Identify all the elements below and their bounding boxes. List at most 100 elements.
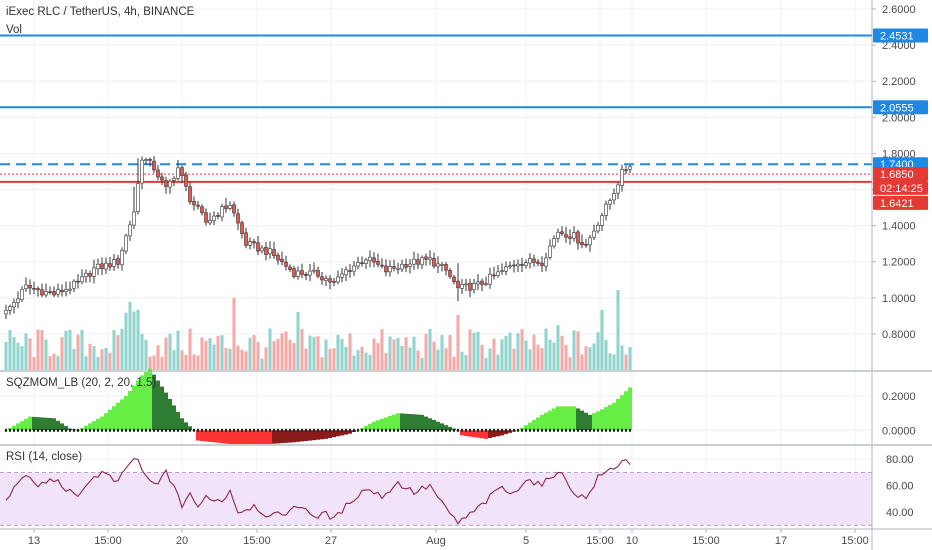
candle[interactable] (140, 156, 144, 190)
candle[interactable] (52, 286, 56, 298)
candle[interactable] (472, 278, 476, 294)
candle[interactable] (404, 258, 408, 273)
candle[interactable] (116, 254, 120, 269)
candle[interactable] (416, 253, 420, 269)
candle[interactable] (28, 279, 32, 295)
candle[interactable] (336, 270, 340, 285)
candle[interactable] (628, 164, 632, 174)
candle[interactable] (572, 226, 576, 242)
candle[interactable] (448, 268, 452, 279)
candle[interactable] (492, 266, 496, 280)
candle[interactable] (424, 253, 428, 266)
candle[interactable] (204, 208, 208, 226)
candle[interactable] (500, 263, 504, 275)
candle[interactable] (296, 266, 300, 280)
candle[interactable] (220, 203, 224, 222)
candle[interactable] (176, 159, 180, 181)
candle[interactable] (216, 212, 220, 220)
candle[interactable] (20, 286, 24, 303)
candle[interactable] (32, 281, 36, 295)
candle[interactable] (352, 260, 356, 277)
candle[interactable] (392, 259, 396, 272)
candle[interactable] (132, 186, 136, 230)
candle[interactable] (128, 220, 132, 241)
candle[interactable] (420, 255, 424, 269)
candle[interactable] (228, 201, 232, 211)
candle[interactable] (344, 266, 348, 282)
candle[interactable] (268, 241, 272, 259)
candle[interactable] (280, 251, 284, 266)
candle[interactable] (72, 279, 76, 293)
candle[interactable] (312, 262, 316, 274)
candle[interactable] (368, 250, 372, 268)
candle[interactable] (616, 181, 620, 200)
candle[interactable] (508, 261, 512, 270)
candle[interactable] (256, 236, 260, 256)
candle[interactable] (356, 256, 360, 270)
candle[interactable] (380, 258, 384, 269)
candle[interactable] (316, 266, 320, 279)
candle[interactable] (444, 261, 448, 276)
candle[interactable] (152, 155, 156, 174)
candle[interactable] (184, 171, 188, 192)
candle[interactable] (60, 284, 64, 297)
candle[interactable] (604, 200, 608, 221)
candle[interactable] (36, 286, 40, 297)
candle[interactable] (48, 286, 52, 295)
candle[interactable] (292, 265, 296, 279)
candle[interactable] (412, 251, 416, 270)
candle[interactable] (576, 229, 580, 250)
candle[interactable] (196, 201, 200, 210)
candle[interactable] (308, 264, 312, 282)
candle[interactable] (96, 258, 100, 275)
candle[interactable] (372, 252, 376, 268)
candle[interactable] (200, 204, 204, 216)
candle[interactable] (164, 176, 168, 194)
candle[interactable] (432, 252, 436, 269)
candle[interactable] (188, 181, 192, 205)
candle[interactable] (208, 212, 212, 226)
candle[interactable] (340, 267, 344, 283)
candle[interactable] (440, 262, 444, 272)
time-axis[interactable]: 13 15:00 20 15:00 27 Aug 5 15:00 10 15:00 17 15:00 (28, 529, 869, 547)
candle[interactable] (104, 257, 108, 275)
candle[interactable] (144, 157, 148, 165)
candle[interactable] (596, 222, 600, 234)
candle[interactable] (76, 274, 80, 289)
candle[interactable] (4, 304, 8, 320)
candle[interactable] (484, 276, 488, 287)
candle[interactable] (524, 259, 528, 269)
candle[interactable] (516, 259, 520, 273)
candle[interactable] (388, 260, 392, 277)
candle[interactable] (532, 254, 536, 267)
candle[interactable] (88, 270, 92, 283)
candle[interactable] (80, 269, 84, 285)
candle[interactable] (224, 197, 228, 213)
candle[interactable] (168, 178, 172, 194)
candle[interactable] (284, 255, 288, 271)
candle[interactable] (264, 242, 268, 261)
candle[interactable] (148, 157, 152, 167)
candle[interactable] (64, 281, 68, 297)
candle[interactable] (620, 164, 624, 192)
candle[interactable] (548, 239, 552, 260)
candle[interactable] (180, 165, 184, 183)
candle[interactable] (592, 224, 596, 240)
candle[interactable] (520, 257, 524, 273)
candle[interactable] (68, 281, 72, 295)
candle[interactable] (8, 304, 12, 315)
candle[interactable] (232, 201, 236, 217)
candle[interactable] (212, 211, 216, 226)
candle[interactable] (488, 267, 492, 289)
candle[interactable] (408, 259, 412, 274)
candle[interactable] (540, 256, 544, 272)
candle[interactable] (384, 259, 388, 277)
candle[interactable] (348, 263, 352, 278)
candle[interactable] (252, 238, 256, 249)
candle[interactable] (512, 260, 516, 273)
candle[interactable] (16, 291, 20, 309)
candle[interactable] (496, 265, 500, 278)
candle[interactable] (544, 252, 548, 272)
candle[interactable] (552, 235, 556, 249)
candle[interactable] (608, 198, 612, 210)
